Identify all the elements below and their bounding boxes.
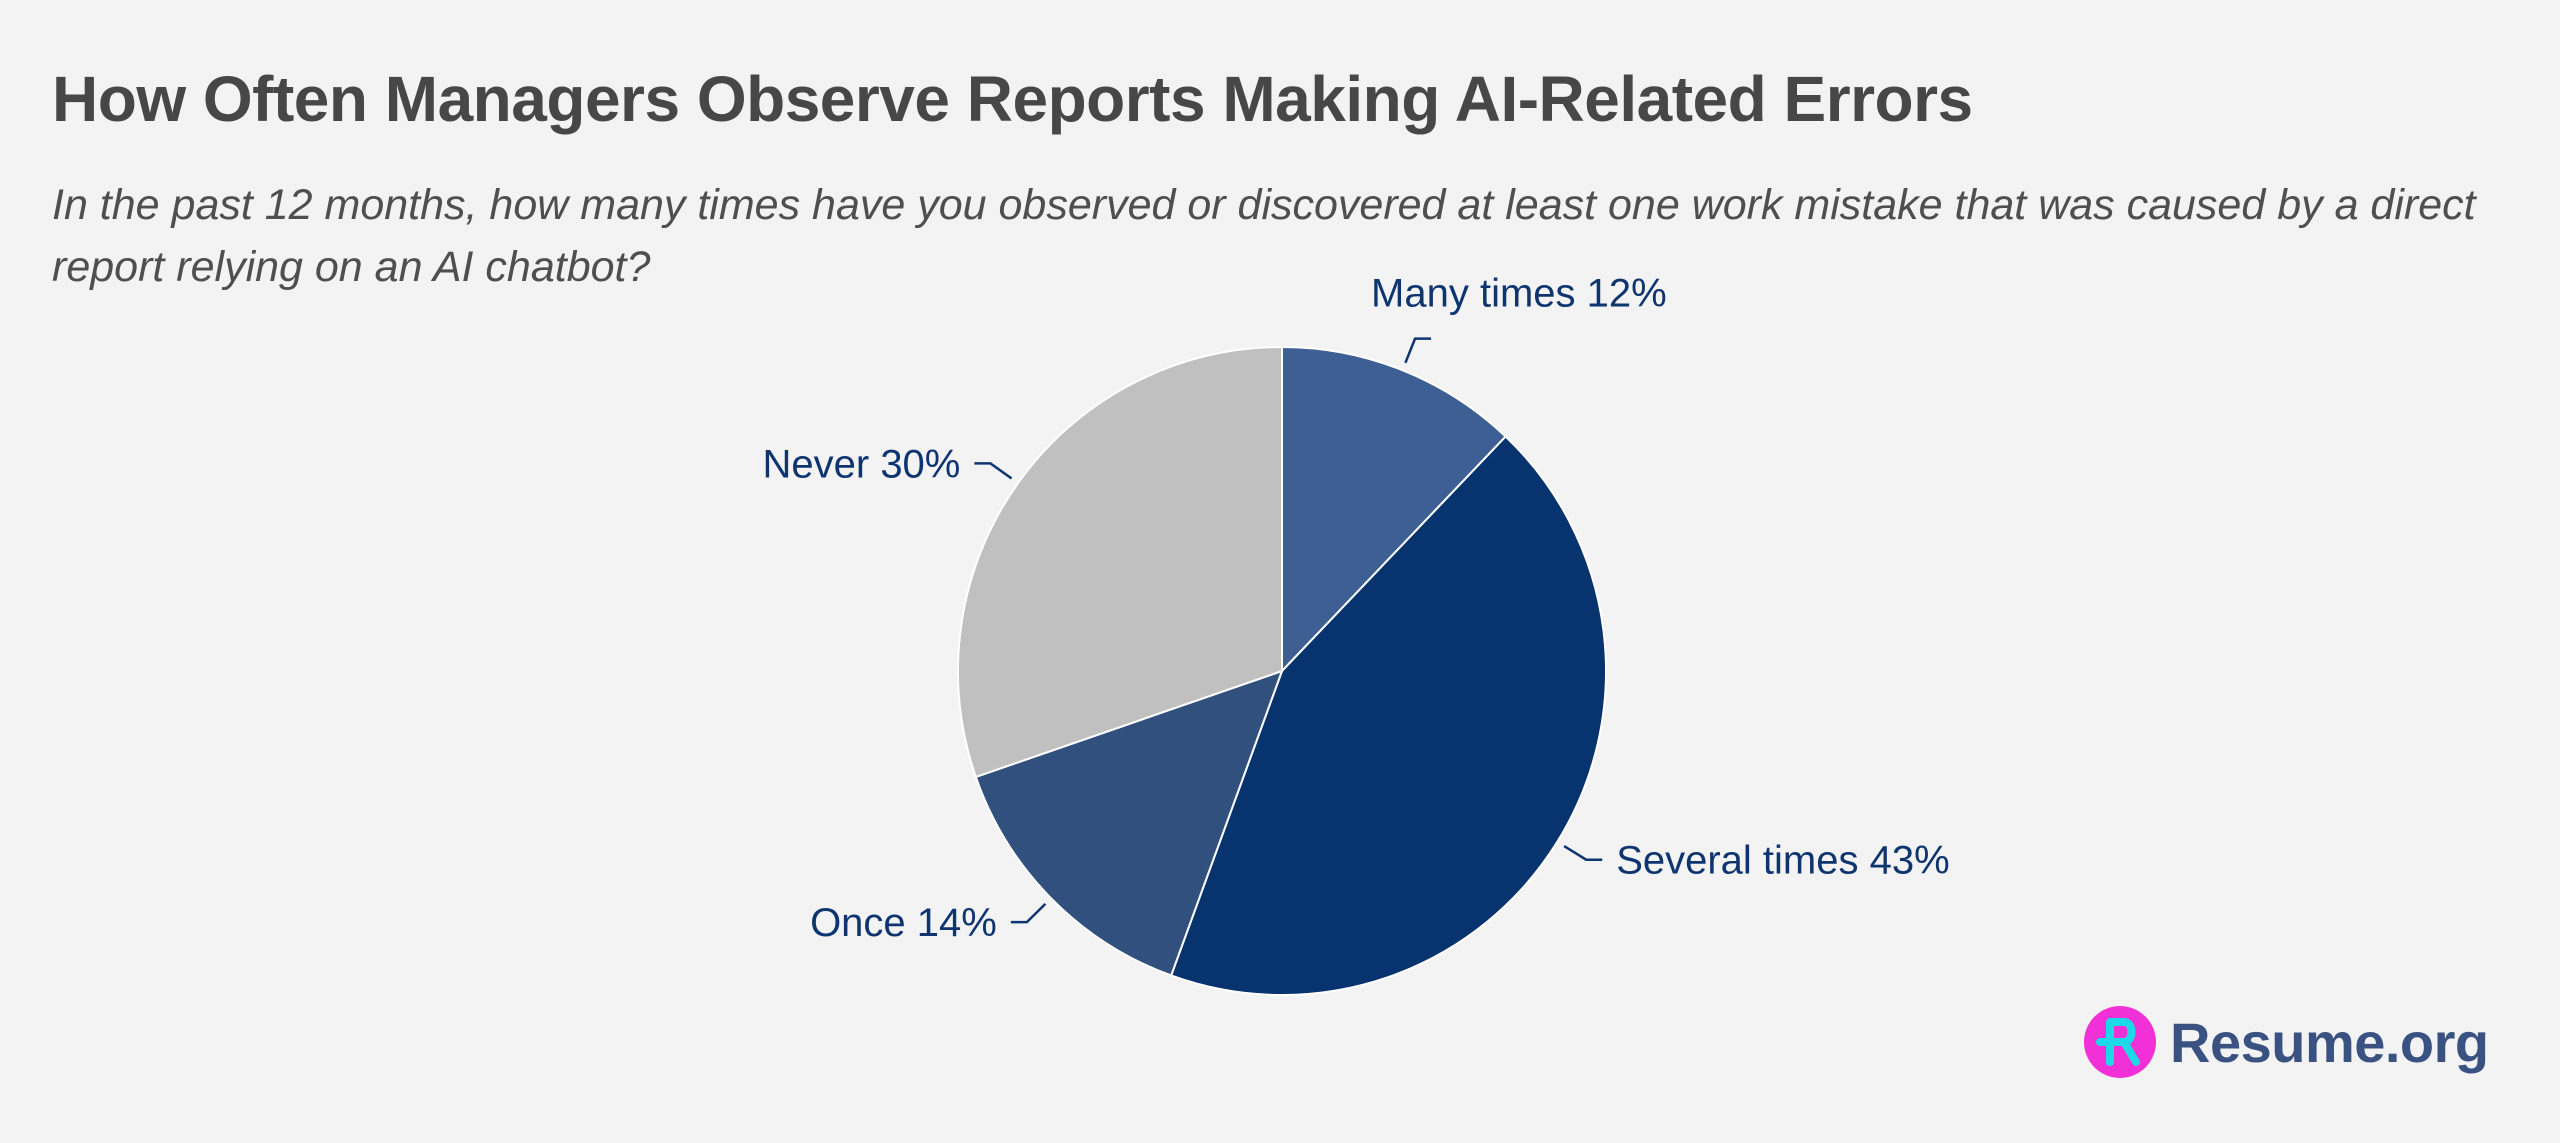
slice-several-times: [1169, 435, 1607, 996]
slice-label-several-times: Several times 43%: [1616, 839, 1949, 883]
leader-line-several-times: [1563, 844, 1603, 861]
slice-never: [957, 345, 1283, 779]
resume-org-logo-icon: [2084, 1006, 2156, 1078]
slice-label-once: Once 14%: [810, 901, 997, 945]
slice-many-times: [1281, 345, 1508, 674]
leader-line-once: [1010, 902, 1047, 924]
chart-subtitle: In the past 12 months, how many times ha…: [52, 181, 2476, 291]
brand-logo: Resume.org: [2082, 1004, 2489, 1080]
slice-once: [974, 669, 1284, 977]
chart-title: How Often Managers Observe Reports Makin…: [52, 63, 1973, 135]
leader-line-many-times: [1404, 337, 1432, 364]
leader-line-never: [974, 462, 1013, 480]
brand-name: Resume.org: [2170, 1010, 2489, 1074]
slice-label-many-times: Many times 12%: [1371, 272, 1667, 316]
slice-label-never: Never 30%: [763, 442, 961, 486]
